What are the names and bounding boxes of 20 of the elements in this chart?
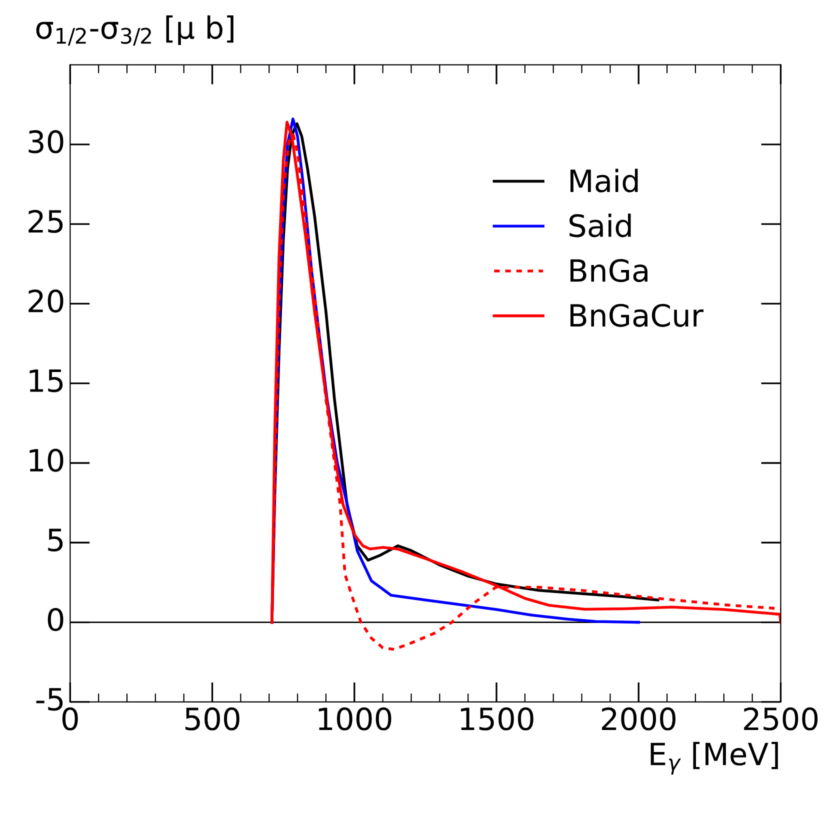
- y-tick-label: 25: [28, 210, 63, 233]
- y-tick-label: 5: [48, 528, 63, 552]
- x-tick-label: 1000: [318, 707, 392, 730]
- legend-label: BnGa: [570, 258, 648, 282]
- x-axis-title: E$_{γ}$ [MeV]: [650, 742, 778, 775]
- x-tick-label: 1500: [460, 707, 534, 730]
- x-tick-label: 2000: [602, 707, 676, 730]
- y-tick-label: 20: [28, 289, 64, 313]
- y-axis-title: σ$_{1/2}$-σ$_{3/2}$ [μ b]: [36, 15, 234, 46]
- legend-label: BnGaCur: [570, 304, 704, 327]
- x-tick-label: 0: [62, 707, 78, 730]
- y-tick-label: 10: [30, 448, 64, 472]
- y-tick-label: -5: [36, 688, 63, 711]
- y-tick-label: 0: [48, 608, 64, 632]
- y-tick-label: 30: [28, 130, 64, 154]
- legend-label: Said: [570, 214, 631, 238]
- y-tick-label: 15: [30, 370, 63, 392]
- x-tick-label: 2500: [744, 707, 818, 730]
- x-tick-label: 500: [185, 707, 240, 730]
- legend-label: Maid: [570, 168, 638, 192]
